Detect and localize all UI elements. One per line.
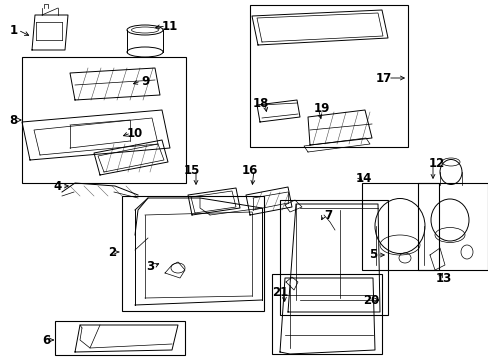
Text: 14: 14 — [355, 171, 371, 185]
Bar — [271, 274, 381, 354]
Text: 6: 6 — [42, 333, 50, 346]
Bar — [55, 321, 184, 355]
Text: 4: 4 — [54, 180, 62, 193]
Text: 7: 7 — [323, 208, 331, 221]
Text: 18: 18 — [252, 96, 268, 109]
Text: 20: 20 — [362, 293, 378, 306]
Text: 19: 19 — [313, 102, 329, 114]
Bar — [280, 200, 387, 315]
Bar — [122, 196, 264, 311]
Text: 15: 15 — [183, 163, 200, 176]
Text: 17: 17 — [375, 72, 391, 85]
Text: 8: 8 — [9, 113, 17, 126]
Bar — [361, 183, 438, 270]
Text: 1: 1 — [10, 23, 18, 36]
Bar — [249, 5, 407, 147]
Bar — [417, 183, 487, 270]
Text: 5: 5 — [368, 248, 376, 261]
Text: 16: 16 — [242, 163, 258, 176]
Text: 2: 2 — [108, 246, 116, 258]
Text: 10: 10 — [126, 126, 143, 140]
Text: 9: 9 — [141, 75, 149, 87]
Text: 21: 21 — [271, 287, 287, 300]
Text: 12: 12 — [428, 157, 444, 170]
Text: 11: 11 — [162, 19, 178, 32]
Text: 3: 3 — [145, 260, 154, 273]
Text: 13: 13 — [435, 271, 451, 284]
Bar — [22, 57, 185, 183]
